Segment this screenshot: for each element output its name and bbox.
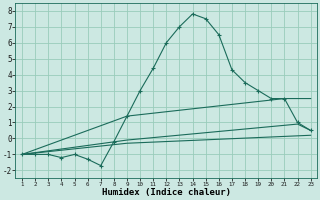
X-axis label: Humidex (Indice chaleur): Humidex (Indice chaleur) [102, 188, 231, 197]
